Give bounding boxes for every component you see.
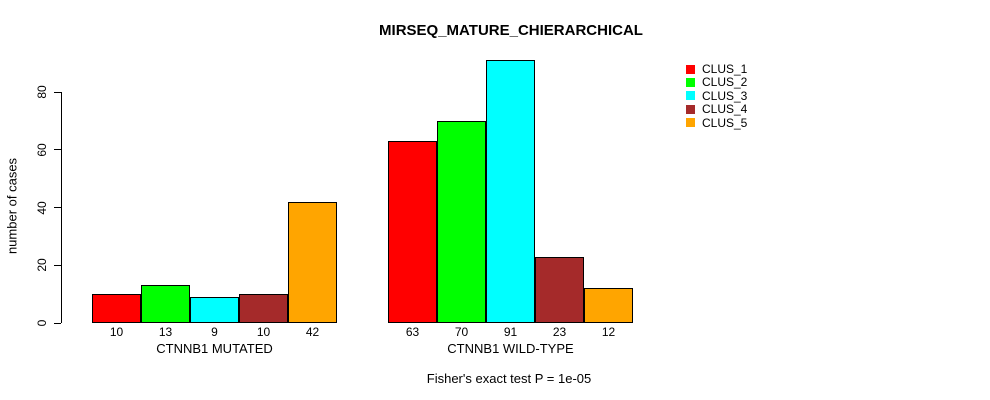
bar-value-label: 42 xyxy=(305,325,320,339)
y-axis-tick-label: 20 xyxy=(35,258,49,272)
bar-clus_5 xyxy=(584,288,633,323)
y-axis-tick xyxy=(54,322,61,324)
bar-clus_3 xyxy=(486,60,535,323)
y-axis-tick xyxy=(54,91,61,93)
bar-value-label: 9 xyxy=(211,325,218,339)
legend-swatch xyxy=(686,104,695,114)
bar-value-label: 10 xyxy=(109,325,124,339)
group-label: CTNNB1 WILD-TYPE xyxy=(447,341,574,356)
legend-label: CLUS_3 xyxy=(702,88,748,103)
legend-label: CLUS_4 xyxy=(702,102,748,117)
bar-clus_5 xyxy=(288,201,337,323)
bar-value-label: 23 xyxy=(552,325,567,339)
legend-item: CLUS_2 xyxy=(686,76,747,88)
bar-clus_2 xyxy=(437,120,486,323)
bar-value-label: 63 xyxy=(405,325,420,339)
legend: CLUS_1 CLUS_2 CLUS_3 CLUS_4 CLUS_5 xyxy=(686,63,806,133)
y-axis-tick-label: 0 xyxy=(35,319,49,327)
legend-swatch xyxy=(686,91,695,101)
legend-item: CLUS_1 xyxy=(686,63,747,75)
bar-value-label: 91 xyxy=(503,325,518,339)
y-axis-tick-label: 80 xyxy=(35,85,49,99)
bar-clus_3 xyxy=(190,297,239,323)
bar-value-label: 12 xyxy=(601,325,616,339)
y-axis-tick-label: 40 xyxy=(35,200,49,215)
bar-value-label: 10 xyxy=(256,325,271,339)
bar-value-label: 70 xyxy=(454,325,469,339)
y-axis-tick xyxy=(54,264,61,266)
legend-swatch xyxy=(686,118,695,128)
legend-label: CLUS_5 xyxy=(702,115,748,130)
legend-label: CLUS_1 xyxy=(702,62,748,76)
chart-subtitle: Fisher's exact test P = 1e-05 xyxy=(426,371,592,386)
bar-clus_4 xyxy=(239,294,288,323)
legend-item: CLUS_5 xyxy=(686,117,747,129)
legend-swatch xyxy=(686,64,695,74)
y-axis-line xyxy=(61,92,62,323)
y-axis-tick xyxy=(54,149,61,151)
y-axis-tick-label: 60 xyxy=(35,143,49,157)
bar-value-label: 13 xyxy=(158,325,173,339)
bar-clus_1 xyxy=(92,294,141,323)
legend-swatch xyxy=(686,77,695,87)
group-label: CTNNB1 MUTATED xyxy=(156,341,273,356)
bar-clus_2 xyxy=(141,285,190,323)
legend-item: CLUS_3 xyxy=(686,90,747,102)
chart-title: MIRSEQ_MATURE_CHIERARCHICAL xyxy=(379,22,643,39)
bar-clus_1 xyxy=(388,141,437,323)
legend-item: CLUS_4 xyxy=(686,103,747,115)
legend-label: CLUS_2 xyxy=(702,75,748,90)
bar-clus_4 xyxy=(535,256,584,323)
y-axis-tick xyxy=(54,207,61,208)
